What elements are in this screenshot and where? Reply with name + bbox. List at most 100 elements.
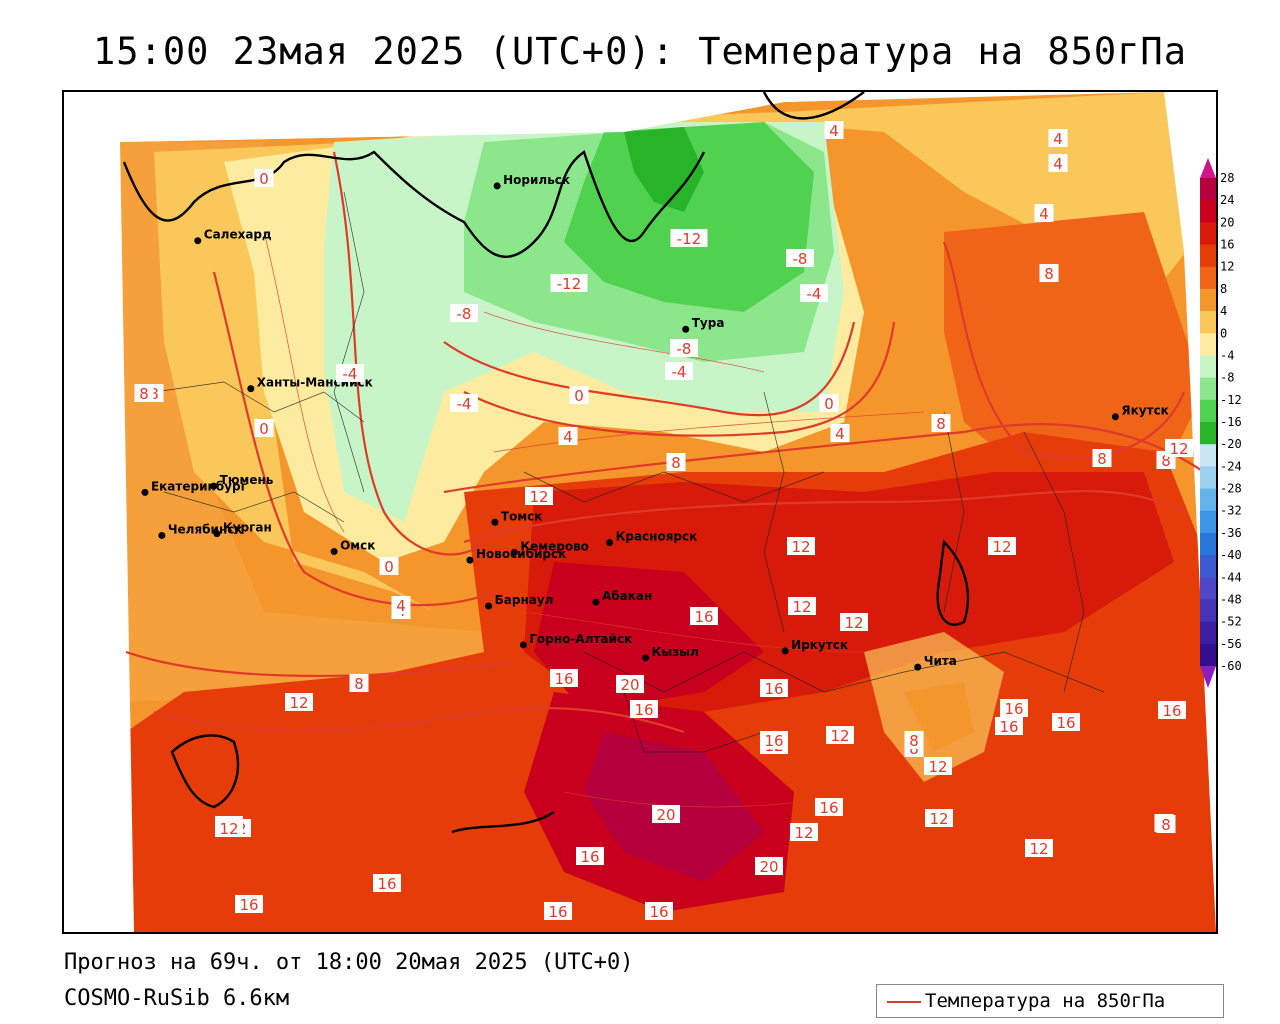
chart-title: 15:00 23мая 2025 (UTC+0): Температура на… bbox=[93, 30, 1187, 73]
contour-label-box bbox=[373, 874, 401, 892]
contour-label-box bbox=[995, 717, 1023, 735]
city-dot bbox=[606, 539, 614, 547]
contour-label-text: 8 bbox=[909, 732, 919, 750]
colorbar-swatch bbox=[1200, 355, 1216, 379]
contour-value-label: 4 bbox=[558, 427, 578, 446]
city-dot bbox=[914, 663, 922, 671]
colorbar-swatch bbox=[1200, 621, 1216, 645]
contour-label-text: 12 bbox=[529, 488, 548, 506]
contour-label-box bbox=[215, 819, 243, 837]
contour-label-text: 16 bbox=[649, 903, 668, 921]
contour-value-label: -8 bbox=[786, 249, 814, 268]
contour-label-box bbox=[760, 679, 788, 697]
contour-value-label: 8 bbox=[349, 674, 369, 693]
contour-value-label: 12 bbox=[924, 757, 952, 776]
contour-label-text: 8 bbox=[1161, 816, 1171, 834]
contour-value-label: -4 bbox=[450, 394, 478, 413]
colorbar-tick-label: 12 bbox=[1220, 260, 1234, 274]
contour-label-box bbox=[1092, 449, 1112, 467]
contour-value-label: 12 bbox=[525, 487, 553, 506]
contour-label-text: 4 bbox=[396, 597, 406, 615]
contour-label-box bbox=[1165, 439, 1193, 457]
contour-label-box bbox=[1156, 815, 1176, 833]
contour-value-label: 8 bbox=[1039, 264, 1059, 283]
colorbar-tick-label: -48 bbox=[1220, 592, 1242, 606]
contour-label-text: 16 bbox=[580, 848, 599, 866]
contour-value-label: 0 bbox=[819, 394, 839, 413]
colorbar-tick-label: -28 bbox=[1220, 482, 1242, 496]
city-marker: Горно-Алтайск bbox=[519, 632, 632, 649]
contour-value-label: 16 bbox=[235, 895, 263, 914]
colorbar-swatch bbox=[1200, 643, 1216, 667]
contour-label-text: 16 bbox=[764, 732, 783, 750]
contour-label-text: 16 bbox=[694, 608, 713, 626]
city-label: Курган bbox=[223, 521, 272, 535]
forecast-info: Прогноз на 69ч. от 18:00 20мая 2025 (UTC… bbox=[64, 950, 634, 975]
city-marker: Курган bbox=[213, 521, 272, 538]
city-label: Якутск bbox=[1121, 404, 1168, 418]
colorbar-tick-label: -8 bbox=[1220, 371, 1234, 385]
contour-label-box bbox=[1039, 264, 1059, 282]
contour-label-text: 16 bbox=[548, 903, 567, 921]
contour-label-text: 4 bbox=[835, 425, 845, 443]
contour-label-text: 8 bbox=[139, 385, 149, 403]
colorbar-swatch bbox=[1200, 377, 1216, 401]
contour-label-box bbox=[666, 453, 686, 471]
colorbar-tick-label: -44 bbox=[1220, 570, 1242, 584]
contour-label-text: -12 bbox=[557, 275, 582, 293]
contour-label-box bbox=[576, 847, 604, 865]
city-marker: Томск bbox=[491, 509, 542, 526]
contour-value-label: 16 bbox=[760, 731, 788, 750]
contour-value-label: 20 bbox=[755, 857, 783, 876]
contour-value-label: 4 bbox=[1048, 154, 1068, 173]
contour-value-label: -4 bbox=[800, 284, 828, 303]
colorbar-swatch bbox=[1200, 466, 1216, 490]
field-darkgreen bbox=[624, 127, 704, 212]
colorbar-tick-label: -52 bbox=[1220, 615, 1242, 629]
colorbar-bottom-arrow bbox=[1200, 666, 1216, 688]
contour-label-text: 16 bbox=[819, 799, 838, 817]
contour-label-text: 16 bbox=[377, 875, 396, 893]
contour-label-box bbox=[630, 700, 658, 718]
contour-label-box bbox=[815, 798, 843, 816]
city-dot bbox=[194, 237, 202, 245]
contour-label-text: 20 bbox=[656, 806, 675, 824]
contour-label-text: -8 bbox=[677, 340, 692, 358]
colorbar-tick-label: -56 bbox=[1220, 637, 1242, 651]
colorbar-swatch bbox=[1200, 599, 1216, 623]
city-marker: Тюмень bbox=[210, 473, 274, 490]
colorbar-swatch bbox=[1200, 200, 1216, 223]
city-label: Екатеринбург bbox=[151, 479, 247, 493]
field-yellow-north bbox=[264, 92, 1194, 292]
legend-label: Температура на 850гПа bbox=[925, 990, 1166, 1012]
coastlines bbox=[122, 92, 970, 834]
colorbar-swatch bbox=[1200, 510, 1216, 534]
city-label: Кызыл bbox=[652, 645, 699, 659]
contour-label-text: -8 bbox=[457, 305, 472, 323]
contour-label-box bbox=[931, 414, 951, 432]
contour-label-box bbox=[336, 364, 364, 382]
city-dot bbox=[158, 531, 166, 539]
contour-label-text: 12 bbox=[794, 824, 813, 842]
contour-label-box bbox=[349, 674, 369, 692]
contour-value-label: 16 bbox=[815, 798, 843, 817]
contour-label-text: 4 bbox=[1053, 155, 1063, 173]
temperature-map: Якутск Норильск Салехард Тура Ханты-Мансийск… bbox=[62, 90, 1218, 934]
contour-value-label: -12 bbox=[670, 229, 708, 248]
city-marker: Якутск bbox=[1111, 404, 1169, 421]
contour-label-box bbox=[840, 613, 868, 631]
contour-value-label: 16 bbox=[544, 902, 572, 921]
city-label: Абакан bbox=[602, 589, 652, 603]
colorbar-swatch bbox=[1200, 422, 1216, 445]
contour-label-text: 8 bbox=[354, 675, 364, 693]
contour-label-box bbox=[235, 895, 263, 913]
contour-label-text: 12 bbox=[1029, 840, 1048, 858]
contour-label-box bbox=[826, 726, 854, 744]
city-marker: Барнаул bbox=[485, 593, 553, 610]
contour-value-label: 4 bbox=[824, 121, 844, 140]
contour-value-label: 0 bbox=[254, 419, 274, 438]
contour-value-label: 4 bbox=[391, 596, 411, 615]
contour-label-box bbox=[652, 805, 680, 823]
colorbar-tick-label: 24 bbox=[1220, 193, 1234, 207]
contour-value-label: 16 bbox=[760, 679, 788, 698]
